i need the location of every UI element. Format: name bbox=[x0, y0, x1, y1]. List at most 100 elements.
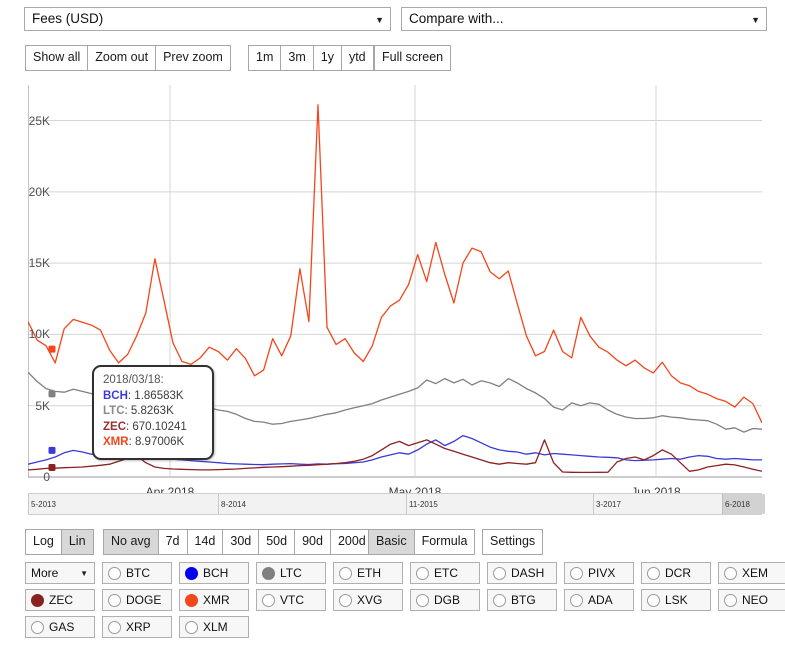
coin-toggle-eth[interactable]: ETH bbox=[333, 562, 403, 584]
avg-button-7d[interactable]: 7d bbox=[158, 529, 188, 555]
avg-button-50d[interactable]: 50d bbox=[259, 529, 296, 555]
settings-button[interactable]: Settings bbox=[482, 529, 544, 555]
coin-toggle-xrp[interactable]: XRP bbox=[102, 616, 172, 638]
coin-toggle-xem[interactable]: XEM bbox=[718, 562, 785, 584]
navigator-tick[interactable]: 11-2015 bbox=[406, 494, 596, 514]
nav-button-prev-zoom[interactable]: Prev zoom bbox=[156, 45, 231, 71]
tooltip-row-xmr: XMR: 8.97006K bbox=[103, 435, 204, 451]
coin-toggle-dgb[interactable]: DGB bbox=[410, 589, 480, 611]
coin-row: GAS XRP XLM bbox=[25, 616, 249, 638]
mode-button-formula[interactable]: Formula bbox=[414, 529, 476, 555]
compare-select[interactable]: Compare with... ▼ bbox=[401, 7, 767, 31]
metric-select[interactable]: Fees (USD) ▼ bbox=[24, 7, 391, 31]
avg-button-14d[interactable]: 14d bbox=[187, 529, 224, 555]
y-axis-label: 10K bbox=[28, 327, 50, 342]
coin-toggle-btc[interactable]: BTC bbox=[102, 562, 172, 584]
nav-button-zoom-out[interactable]: Zoom out bbox=[88, 45, 157, 71]
chevron-down-icon: ▼ bbox=[751, 15, 760, 25]
y-axis-label: 25K bbox=[28, 113, 50, 128]
avg-button-no-avg[interactable]: No avg bbox=[103, 529, 159, 555]
navigator-tick[interactable]: 5-2013 bbox=[28, 494, 221, 514]
coin-toggle-neo[interactable]: NEO bbox=[718, 589, 785, 611]
coin-color-dot bbox=[31, 620, 44, 634]
range-button-3m[interactable]: 3m bbox=[281, 45, 314, 71]
coin-toggle-pivx[interactable]: PIVX bbox=[564, 562, 634, 584]
more-label: More bbox=[31, 566, 59, 580]
coin-label: DCR bbox=[665, 566, 691, 580]
range-button-1y[interactable]: 1y bbox=[313, 45, 342, 71]
nav-button-show-all[interactable]: Show all bbox=[25, 45, 89, 71]
coin-color-dot bbox=[647, 566, 660, 580]
y-axis-label: 20K bbox=[28, 184, 50, 199]
coin-label: BTC bbox=[126, 566, 150, 580]
coin-label: DOGE bbox=[126, 593, 162, 607]
coin-toggle-lsk[interactable]: LSK bbox=[641, 589, 711, 611]
tooltip-series-name: ZEC bbox=[103, 420, 126, 433]
tooltip-series-value: : 1.86583K bbox=[127, 389, 184, 402]
series-marker-zec bbox=[48, 463, 56, 471]
coin-toggle-bch[interactable]: BCH bbox=[179, 562, 249, 584]
coin-color-dot bbox=[724, 566, 737, 580]
coin-toggle-zec[interactable]: ZEC bbox=[25, 589, 95, 611]
coin-color-dot bbox=[647, 593, 660, 607]
y-axis-label: 0 bbox=[43, 470, 50, 484]
coin-toggle-xvg[interactable]: XVG bbox=[333, 589, 403, 611]
range-navigator[interactable]: 5-2013 8-2014 11-2015 3-2017 6-2018 bbox=[28, 493, 765, 515]
coin-toggle-gas[interactable]: GAS bbox=[25, 616, 95, 638]
navigator-tick[interactable]: 6-2018 bbox=[722, 494, 765, 514]
coin-toggle-dash[interactable]: DASH bbox=[487, 562, 557, 584]
coin-color-dot bbox=[570, 593, 583, 607]
coin-label: XRP bbox=[126, 620, 151, 634]
coin-toggle-xlm[interactable]: XLM bbox=[179, 616, 249, 638]
coin-toggle-dcr[interactable]: DCR bbox=[641, 562, 711, 584]
coin-toggle-btg[interactable]: BTG bbox=[487, 589, 557, 611]
coin-toggle-doge[interactable]: DOGE bbox=[102, 589, 172, 611]
select-row: Fees (USD) ▼ Compare with... ▼ bbox=[0, 0, 785, 38]
coin-label: XEM bbox=[742, 566, 769, 580]
range-buttons: 1m 3m 1y ytd bbox=[248, 45, 374, 71]
series-marker-xmr bbox=[48, 345, 56, 353]
coin-label: GAS bbox=[49, 620, 75, 634]
full-screen-button[interactable]: Full screen bbox=[374, 45, 452, 71]
tooltip-series-name: LTC bbox=[103, 405, 125, 417]
coin-toggle-vtc[interactable]: VTC bbox=[256, 589, 326, 611]
coin-color-dot bbox=[416, 593, 429, 607]
coin-label: VTC bbox=[280, 593, 304, 607]
coin-toggle-etc[interactable]: ETC bbox=[410, 562, 480, 584]
avg-button-200d[interactable]: 200d bbox=[330, 529, 374, 555]
coin-row: ZEC DOGE XMR VTC XVG DGB BTG ADA LSK NEO bbox=[25, 589, 785, 611]
range-button-ytd[interactable]: ytd bbox=[341, 45, 374, 71]
coin-label: BCH bbox=[203, 566, 229, 580]
tooltip-row-zec: ZEC: 670.10241 bbox=[103, 420, 204, 436]
avg-button-30d[interactable]: 30d bbox=[223, 529, 260, 555]
navigator-tick[interactable]: 8-2014 bbox=[218, 494, 409, 514]
coin-color-dot bbox=[108, 593, 121, 607]
coin-color-dot bbox=[108, 620, 121, 634]
coin-toggle-ltc[interactable]: LTC bbox=[256, 562, 326, 584]
coin-color-dot bbox=[339, 566, 352, 580]
avg-button-90d[interactable]: 90d bbox=[295, 529, 331, 555]
coin-color-dot bbox=[185, 593, 198, 607]
coin-label: BTG bbox=[511, 593, 536, 607]
series-line-xmr bbox=[28, 104, 762, 424]
coin-label: ETH bbox=[357, 566, 381, 580]
coin-color-dot bbox=[185, 566, 198, 580]
zoom-nav-buttons: Show all Zoom out Prev zoom bbox=[25, 45, 231, 71]
coin-label: NEO bbox=[742, 593, 769, 607]
series-marker-ltc bbox=[48, 390, 56, 398]
coin-toggle-ada[interactable]: ADA bbox=[564, 589, 634, 611]
average-buttons: No avg 7d 14d 30d 50d 90d 200d bbox=[103, 529, 374, 555]
more-coins-dropdown[interactable]: More ▼ bbox=[25, 562, 95, 584]
scale-button-lin[interactable]: Lin bbox=[61, 529, 94, 555]
chart-plot[interactable]: 0 5K 10K 15K 20K 25K Apr 2018 May 2018 Jun 2018 bbox=[28, 85, 762, 548]
tooltip-row-bch: BCH: 1.86583K bbox=[103, 389, 204, 405]
series-marker-bch bbox=[48, 446, 56, 454]
range-button-1m[interactable]: 1m bbox=[248, 45, 282, 71]
coin-toggle-xmr[interactable]: XMR bbox=[179, 589, 249, 611]
mode-button-basic[interactable]: Basic bbox=[368, 529, 415, 555]
coin-color-dot bbox=[570, 566, 583, 580]
scale-button-log[interactable]: Log bbox=[25, 529, 62, 555]
navigator-tick[interactable]: 3-2017 bbox=[593, 494, 725, 514]
mode-buttons: Basic Formula bbox=[368, 529, 476, 555]
